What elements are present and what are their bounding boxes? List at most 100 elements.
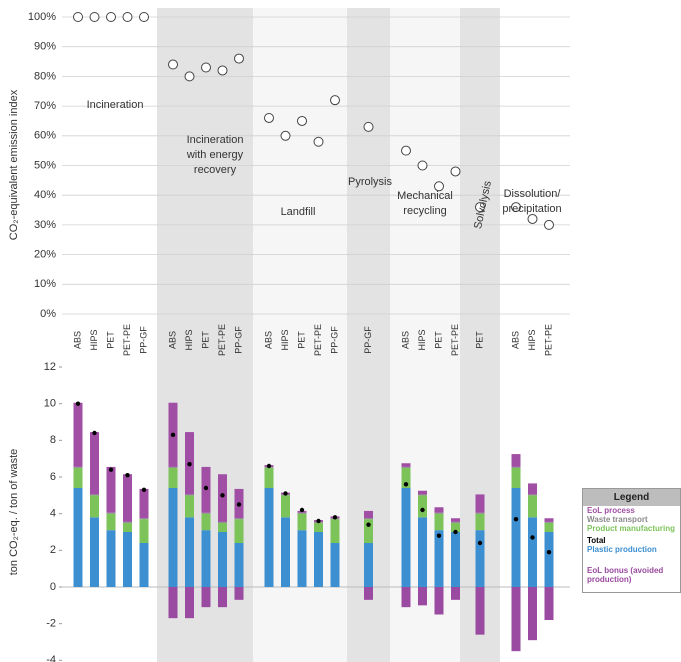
bar-segment bbox=[218, 532, 227, 587]
total-dot bbox=[420, 507, 425, 513]
bar-segment bbox=[185, 495, 194, 518]
x-tick-label: PP-GF bbox=[138, 326, 148, 354]
group-label: Landfill bbox=[281, 206, 316, 218]
y-tick-label: 50% bbox=[34, 159, 56, 171]
dot bbox=[73, 12, 83, 22]
y-tick-label: 10 bbox=[44, 398, 56, 410]
bar-segment bbox=[73, 488, 83, 587]
bar-segment bbox=[451, 522, 460, 532]
group-label: Incineration bbox=[87, 99, 144, 111]
bar-segment bbox=[528, 495, 537, 518]
bar-segment bbox=[511, 488, 521, 587]
bar-segment bbox=[451, 521, 460, 523]
bar-segment bbox=[451, 532, 460, 587]
x-tick-label: PP-GF bbox=[329, 326, 339, 354]
dot bbox=[139, 12, 149, 22]
bar-segment bbox=[528, 483, 537, 495]
bar-segment bbox=[434, 512, 444, 514]
total-dot bbox=[477, 540, 483, 546]
bar-segment bbox=[418, 587, 427, 606]
x-tick-label: HIPS bbox=[280, 329, 290, 350]
y-tick-label: 2 bbox=[50, 544, 56, 556]
y-tick-label: 70% bbox=[34, 100, 56, 112]
total-dot bbox=[366, 522, 371, 527]
bar-segment bbox=[401, 587, 411, 608]
dot bbox=[330, 95, 340, 106]
bar-segment bbox=[139, 519, 149, 543]
bar-segment bbox=[168, 587, 178, 619]
dot bbox=[297, 115, 307, 126]
bar-segment bbox=[297, 512, 307, 514]
bar-segment bbox=[264, 467, 274, 488]
y-tick-label: 40% bbox=[34, 189, 56, 201]
y-tick-label: 6 bbox=[50, 471, 56, 483]
x-tick-label: PET-PE bbox=[450, 324, 460, 356]
dot bbox=[434, 181, 444, 192]
bar-segment bbox=[281, 495, 290, 518]
bar-segment bbox=[314, 532, 323, 587]
group-label: Incineration with energy recovery bbox=[186, 134, 244, 176]
total-dot bbox=[187, 461, 192, 467]
dot bbox=[313, 136, 324, 147]
bar-segment bbox=[90, 494, 99, 496]
bar-segment bbox=[451, 518, 460, 522]
x-tick-label: HIPS bbox=[184, 329, 194, 350]
bar-segment bbox=[451, 587, 460, 600]
bar-segment bbox=[139, 488, 149, 519]
dot bbox=[106, 12, 116, 22]
y-tick-label: -2 bbox=[46, 618, 56, 630]
total-dot bbox=[546, 549, 552, 555]
bar-segment bbox=[434, 507, 444, 513]
group-label: Dissolution/precipitation bbox=[502, 188, 561, 215]
bar-segment bbox=[330, 543, 340, 587]
x-tick-label: ABS bbox=[510, 331, 520, 349]
total-dot bbox=[141, 487, 147, 493]
group-label-line: with energy bbox=[186, 149, 244, 161]
bar-segment bbox=[434, 513, 444, 531]
bar-segment bbox=[434, 587, 444, 615]
legend-title: Legend bbox=[583, 489, 680, 506]
bar-segment bbox=[123, 521, 132, 523]
bar-segment bbox=[418, 517, 427, 587]
legend-item: Product manufacturing bbox=[587, 524, 676, 533]
x-tick-label: HIPS bbox=[89, 329, 99, 350]
total-dot bbox=[530, 535, 535, 540]
x-tick-label: PET bbox=[105, 331, 115, 349]
bar-segment bbox=[418, 494, 427, 496]
bar-segment bbox=[123, 532, 132, 587]
bar-segment bbox=[139, 518, 149, 520]
legend-item: Total bbox=[587, 536, 606, 545]
bar-segment bbox=[218, 474, 227, 522]
y-tick-label: 30% bbox=[34, 219, 56, 231]
y-axis-title: CO₂-equivalent emission index bbox=[8, 89, 20, 240]
x-tick-label: PET bbox=[474, 331, 484, 349]
group-label-line: Dissolution/ bbox=[504, 188, 562, 200]
dot bbox=[280, 130, 291, 141]
bar-segment bbox=[201, 530, 211, 587]
x-tick-label: PET bbox=[200, 331, 210, 349]
group-label-line: Incineration bbox=[187, 134, 244, 146]
total-dot bbox=[236, 502, 242, 507]
bar-segment bbox=[90, 517, 99, 587]
x-tick-label: PET-PE bbox=[122, 324, 132, 356]
bar-segment bbox=[528, 494, 537, 496]
total-dot bbox=[220, 493, 225, 498]
total-dot bbox=[332, 515, 338, 520]
dot bbox=[417, 160, 428, 171]
group-label: Pyrolysis bbox=[348, 176, 393, 188]
y-tick-label: 60% bbox=[34, 130, 56, 142]
bar-segment bbox=[218, 587, 227, 608]
bar-segment bbox=[201, 513, 211, 531]
bar-segment bbox=[90, 495, 99, 518]
y-tick-label: -4 bbox=[46, 654, 56, 662]
bar-segment bbox=[139, 543, 149, 587]
dot bbox=[527, 213, 538, 224]
bar-segment bbox=[123, 474, 132, 522]
y-tick-label: 80% bbox=[34, 70, 56, 82]
bar-segment bbox=[364, 518, 373, 520]
bar-segment bbox=[218, 522, 227, 532]
bar-segment bbox=[544, 587, 554, 620]
total-dot bbox=[108, 467, 114, 472]
y-tick-label: 100% bbox=[28, 11, 56, 23]
